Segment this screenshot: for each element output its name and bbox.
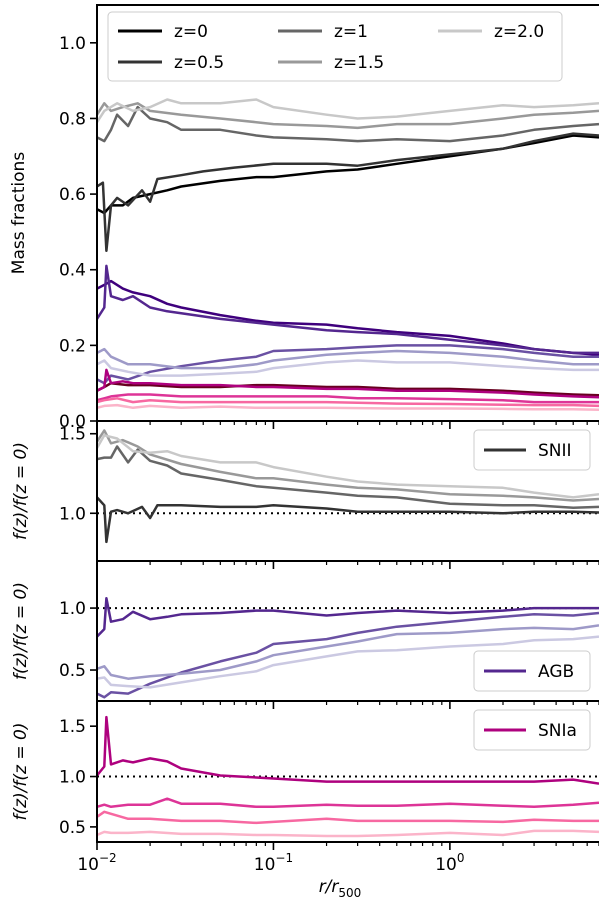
legend-label: z=0 bbox=[174, 22, 208, 42]
y-tick-label: 0.4 bbox=[59, 261, 86, 281]
legend-label: AGB bbox=[538, 662, 574, 682]
x-axis: 10−2 10−1 100 bbox=[77, 851, 464, 875]
legend-box bbox=[107, 11, 563, 82]
y-tick-label: 0.8 bbox=[59, 109, 86, 129]
series-line-agb-z0 bbox=[97, 279, 599, 357]
series-line-agb-z0.5 bbox=[97, 264, 599, 355]
panel-agb: 0.5 1.0 f(z)/f(z = 0) AGB bbox=[11, 560, 599, 709]
series-line-snii-z0.5 bbox=[97, 132, 599, 253]
series-group bbox=[97, 715, 599, 838]
legend-snia: SNIa bbox=[473, 709, 591, 751]
series-line-z1.5 bbox=[97, 810, 599, 825]
series-line-snia-z1.5 bbox=[97, 397, 599, 408]
panel-snia: 0.5 1.0 1.5 f(z)/f(z = 0) SNIa bbox=[11, 700, 599, 850]
series-group bbox=[97, 98, 599, 411]
panel-snii: 1.0 1.5 f(z)/f(z = 0) SNII bbox=[11, 420, 599, 569]
y-tick-label: 1.5 bbox=[59, 717, 86, 737]
series-line-snia-z2.0 bbox=[97, 403, 599, 411]
legend-label: z=2.0 bbox=[494, 22, 544, 42]
series-line-z1 bbox=[97, 445, 599, 509]
legend-label: SNIa bbox=[538, 721, 577, 741]
series-line-snii-z1.5 bbox=[97, 102, 599, 130]
series-line-agb-z2.0 bbox=[97, 359, 599, 377]
y-tick-label: 1.0 bbox=[59, 504, 86, 524]
legend-label: z=1 bbox=[334, 22, 368, 42]
legend-label: z=1.5 bbox=[334, 53, 384, 73]
series-line-z1.5 bbox=[97, 624, 599, 680]
y-tick-label: 1.0 bbox=[59, 768, 86, 788]
series-group bbox=[97, 429, 599, 544]
series-line-z0.5 bbox=[97, 496, 599, 544]
series-line-snii-z2.0 bbox=[97, 98, 599, 123]
series-line-agb-z1.5 bbox=[97, 347, 599, 370]
y-axis-title: f(z)/f(z = 0) bbox=[11, 582, 31, 680]
y-axis-title: Mass fractions bbox=[9, 152, 29, 275]
y-axis-title: f(z)/f(z = 0) bbox=[11, 723, 31, 821]
legend-box bbox=[473, 709, 591, 751]
y-tick-label: 0.2 bbox=[59, 336, 86, 356]
legend-label: SNII bbox=[538, 441, 572, 461]
panel-main: 0.0 0.2 0.4 0.6 0.8 1.0 Mass fractions z=0 z=0.5… bbox=[9, 4, 599, 432]
series-line-agb-z1 bbox=[97, 344, 599, 385]
series-line-z0.5 bbox=[97, 715, 599, 785]
series-line-z1 bbox=[97, 797, 599, 809]
x-axis-title-sub: 500 bbox=[338, 886, 361, 900]
y-tick-label: 0.6 bbox=[59, 185, 86, 205]
legend-main: z=0 z=0.5 z=1 z=1.5 z=2.0 bbox=[107, 11, 563, 82]
series-line-z0.5 bbox=[97, 596, 599, 638]
series-group bbox=[97, 596, 599, 699]
x-tick-label: 100 bbox=[435, 851, 464, 875]
series-line-z2.0 bbox=[97, 829, 599, 838]
series-line-z2.0 bbox=[97, 434, 599, 499]
legend-agb: AGB bbox=[473, 650, 591, 692]
y-tick-label: 0.0 bbox=[59, 412, 86, 432]
y-tick-label: 0.5 bbox=[59, 818, 86, 838]
y-axis-title: f(z)/f(z = 0) bbox=[11, 442, 31, 540]
panel-frame bbox=[96, 700, 599, 843]
legend-snii: SNII bbox=[473, 429, 591, 471]
series-line-snia-z1 bbox=[97, 393, 599, 404]
series-line-z1 bbox=[97, 611, 599, 699]
y-tick-label: 1.0 bbox=[59, 34, 86, 54]
series-line-snii-z0 bbox=[97, 134, 599, 215]
legend-label: z=0.5 bbox=[174, 53, 224, 73]
series-line-snia-z0 bbox=[97, 381, 599, 397]
x-tick-label: 10−2 bbox=[77, 851, 116, 875]
y-tick-label: 1.0 bbox=[59, 599, 86, 619]
series-line-snia-z0.5 bbox=[97, 368, 599, 399]
series-line-z2.0 bbox=[97, 635, 599, 689]
x-axis-title-main: r/r bbox=[319, 877, 340, 897]
x-tick-label: 10−1 bbox=[254, 851, 293, 875]
legend-box bbox=[473, 650, 591, 692]
legend-box bbox=[473, 429, 591, 471]
y-tick-label: 0.5 bbox=[59, 661, 86, 681]
y-tick-label: 1.5 bbox=[59, 425, 86, 445]
series-line-snii-z1 bbox=[97, 105, 599, 143]
x-axis-title: r/r500 bbox=[319, 877, 362, 900]
panels-layer: 0.0 0.2 0.4 0.6 0.8 1.0 Mass fractions z=0 z=0.5… bbox=[9, 4, 599, 850]
